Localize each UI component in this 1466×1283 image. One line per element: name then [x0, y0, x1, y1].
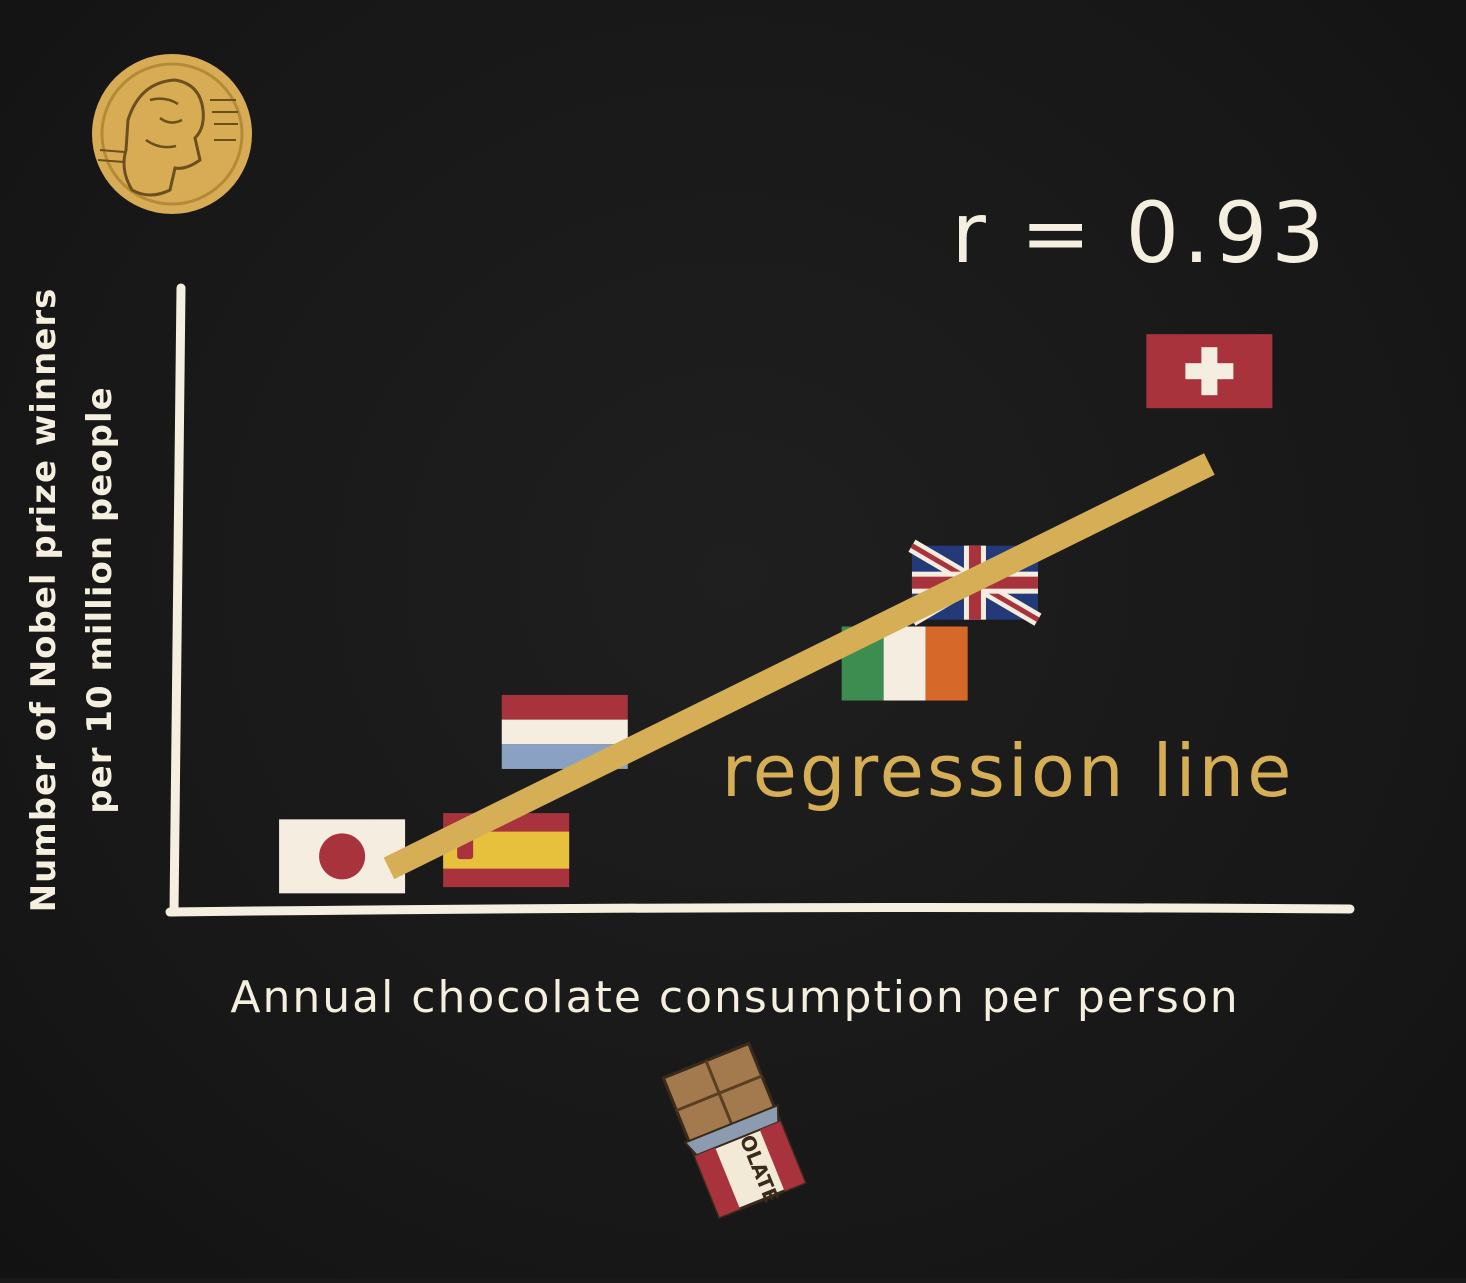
x-axis — [165, 903, 1355, 917]
switzerland-flag — [1146, 334, 1273, 409]
japan-flag — [279, 819, 406, 894]
regression-label: regression line — [722, 729, 1295, 813]
y-axis — [169, 283, 186, 917]
points-layer — [279, 334, 1273, 894]
nobel-medal-icon — [92, 54, 252, 214]
netherlands-flag — [501, 694, 628, 769]
correlation-label: r = 0.93 — [951, 184, 1328, 282]
regression-line — [383, 453, 1215, 880]
chocolate-bar-icon: OLATE — [661, 1041, 807, 1220]
y-axis-label-line-1: Number of Nobel prize winners — [24, 288, 64, 913]
y-axis-label-line-2: per 10 million people — [80, 386, 120, 813]
x-axis-label: Annual chocolate consumption per person — [230, 972, 1239, 1023]
